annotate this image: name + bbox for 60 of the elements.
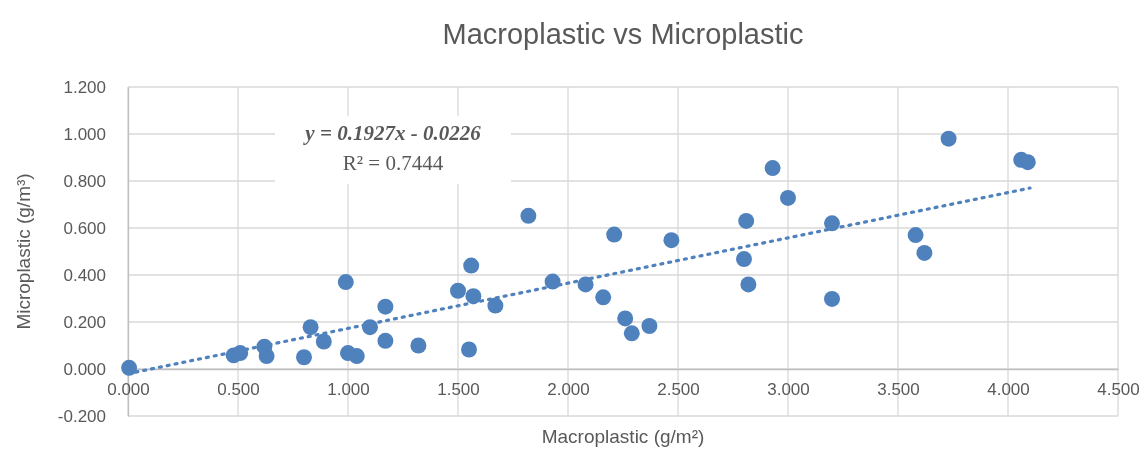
point [362, 319, 378, 336]
annotation: y = 0.1927x - 0.0226 [302, 121, 482, 145]
point [315, 333, 332, 350]
point [663, 232, 680, 249]
point [520, 207, 537, 224]
y-tick-label: 0.400 [63, 265, 106, 285]
x-tick-label: 3.000 [767, 380, 810, 400]
point [824, 291, 840, 307]
point [450, 282, 466, 299]
point [232, 345, 249, 361]
point [907, 227, 924, 244]
x-tick-label: 1.000 [327, 380, 370, 400]
x-tick-label: 1.500 [437, 380, 480, 400]
point [258, 348, 275, 365]
point [623, 325, 640, 342]
point [487, 297, 504, 314]
point [916, 244, 933, 261]
point [377, 298, 394, 315]
y-tick-label: 0.600 [63, 218, 106, 238]
x-tick-label: 2.000 [547, 380, 590, 400]
x-tick-label: 0.500 [217, 380, 260, 400]
x-tick-label: 4.000 [987, 380, 1030, 400]
x-tick-label: 3.500 [877, 380, 920, 400]
point [736, 251, 752, 267]
y-tick-label: -0.200 [57, 406, 106, 426]
y-axis-title: Microplastic (g/m³) [13, 173, 34, 330]
x-axis-title: Macroplastic (g/m²) [541, 426, 705, 447]
point [377, 332, 394, 349]
point [738, 212, 755, 229]
point [740, 276, 757, 293]
point [577, 276, 594, 293]
point [764, 160, 781, 177]
chart-title: Macroplastic vs Microplastic [442, 18, 804, 50]
x-tick-label: 4.500 [1097, 380, 1139, 400]
point [824, 215, 840, 232]
point [461, 341, 477, 358]
y-tick-label: 1.000 [63, 124, 106, 144]
point [410, 337, 427, 354]
x-tick-label: 0.000 [107, 380, 150, 400]
point [302, 319, 319, 336]
point [296, 349, 312, 366]
y-tick-label: 0.800 [63, 171, 106, 191]
annotation: R² = 0.7444 [342, 151, 444, 175]
point [780, 189, 796, 206]
point [463, 257, 480, 274]
point [940, 130, 957, 147]
point [544, 273, 561, 290]
point [1019, 154, 1036, 171]
y-tick-label: 0.000 [63, 359, 106, 379]
y-tick-label: 1.200 [63, 77, 106, 97]
point [606, 226, 623, 243]
point [641, 318, 658, 334]
point [617, 310, 634, 327]
point [337, 274, 354, 291]
point [348, 348, 365, 365]
y-tick-label: 0.200 [63, 312, 106, 332]
x-tick-label: 2.500 [657, 380, 700, 400]
point [465, 288, 482, 305]
point [595, 289, 612, 306]
point [121, 359, 138, 376]
